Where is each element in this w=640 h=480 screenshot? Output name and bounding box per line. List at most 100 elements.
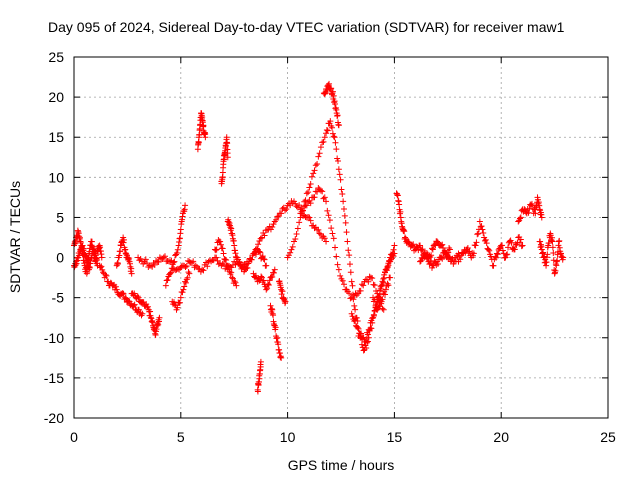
data-point xyxy=(324,207,331,214)
data-point xyxy=(120,236,127,243)
data-point xyxy=(352,317,359,324)
data-point xyxy=(325,212,332,219)
data-point xyxy=(446,246,453,253)
data-point xyxy=(346,252,353,259)
data-point xyxy=(253,247,260,254)
data-point xyxy=(160,254,167,261)
data-point xyxy=(384,263,391,270)
data-point xyxy=(492,253,499,260)
data-point xyxy=(254,388,261,395)
data-point xyxy=(532,210,539,217)
data-point xyxy=(355,290,362,297)
data-point xyxy=(119,290,126,297)
data-point xyxy=(528,200,535,207)
data-point xyxy=(377,285,384,292)
data-point xyxy=(428,252,435,259)
data-point xyxy=(264,285,271,292)
data-point xyxy=(181,283,188,290)
data-point xyxy=(257,249,264,256)
data-point xyxy=(417,258,424,265)
data-point xyxy=(263,262,270,269)
data-point xyxy=(493,250,500,257)
data-points xyxy=(71,80,567,395)
data-point xyxy=(183,262,190,269)
data-point xyxy=(357,287,364,294)
data-point xyxy=(174,265,181,272)
data-point xyxy=(335,266,342,273)
data-point xyxy=(217,238,224,245)
data-point xyxy=(279,288,286,295)
data-point xyxy=(486,247,493,254)
data-point xyxy=(330,235,337,242)
data-point xyxy=(335,122,342,129)
data-point xyxy=(307,217,314,224)
data-point xyxy=(180,286,187,293)
data-point xyxy=(365,334,372,341)
data-point xyxy=(345,247,352,254)
data-point xyxy=(212,247,219,254)
x-axis-label: GPS time / hours xyxy=(288,457,395,473)
data-point xyxy=(98,263,105,270)
data-point xyxy=(103,272,110,279)
y-tick-label: -20 xyxy=(44,410,64,426)
data-point xyxy=(278,210,285,217)
data-point xyxy=(307,200,314,207)
data-point xyxy=(323,198,330,205)
data-point xyxy=(98,254,105,261)
data-point xyxy=(476,218,483,225)
data-point xyxy=(320,195,327,202)
data-point xyxy=(80,245,87,252)
data-point xyxy=(339,190,346,197)
data-point xyxy=(500,250,507,257)
data-point xyxy=(266,277,273,284)
data-point xyxy=(162,282,169,289)
data-point xyxy=(282,298,289,305)
data-point xyxy=(356,330,363,337)
data-point xyxy=(351,302,358,309)
data-point xyxy=(105,278,112,285)
data-point xyxy=(136,257,143,264)
data-point xyxy=(479,226,486,233)
data-point xyxy=(182,264,189,271)
data-point xyxy=(480,230,487,237)
data-point xyxy=(285,252,292,259)
data-point xyxy=(365,278,372,285)
data-point xyxy=(282,207,289,214)
data-point xyxy=(445,249,452,256)
data-point xyxy=(328,85,335,92)
data-point xyxy=(173,250,180,257)
data-point xyxy=(167,270,174,277)
data-point xyxy=(310,170,317,177)
data-point xyxy=(340,205,347,212)
data-point xyxy=(169,265,176,272)
x-tick-label: 15 xyxy=(387,429,403,445)
data-point xyxy=(319,188,326,195)
data-point xyxy=(401,228,408,235)
data-point xyxy=(228,269,235,276)
data-point xyxy=(168,265,175,272)
data-point xyxy=(179,289,186,296)
data-point xyxy=(347,269,354,276)
data-point xyxy=(386,258,393,265)
data-point xyxy=(508,239,515,246)
data-point xyxy=(184,274,191,281)
data-point xyxy=(173,251,180,258)
data-point xyxy=(426,261,433,268)
data-point xyxy=(307,180,314,187)
data-point xyxy=(177,226,184,233)
data-point xyxy=(176,299,183,306)
data-point xyxy=(502,254,509,261)
data-point xyxy=(438,254,445,261)
data-point xyxy=(353,291,360,298)
data-point xyxy=(320,138,327,145)
data-point xyxy=(110,282,117,289)
data-point xyxy=(334,155,341,162)
data-point xyxy=(280,204,287,211)
data-point xyxy=(125,297,132,304)
data-point xyxy=(306,184,313,191)
data-point xyxy=(312,162,319,169)
data-point xyxy=(333,253,340,260)
data-point xyxy=(261,232,268,239)
data-point xyxy=(200,267,207,274)
data-point xyxy=(351,318,358,325)
